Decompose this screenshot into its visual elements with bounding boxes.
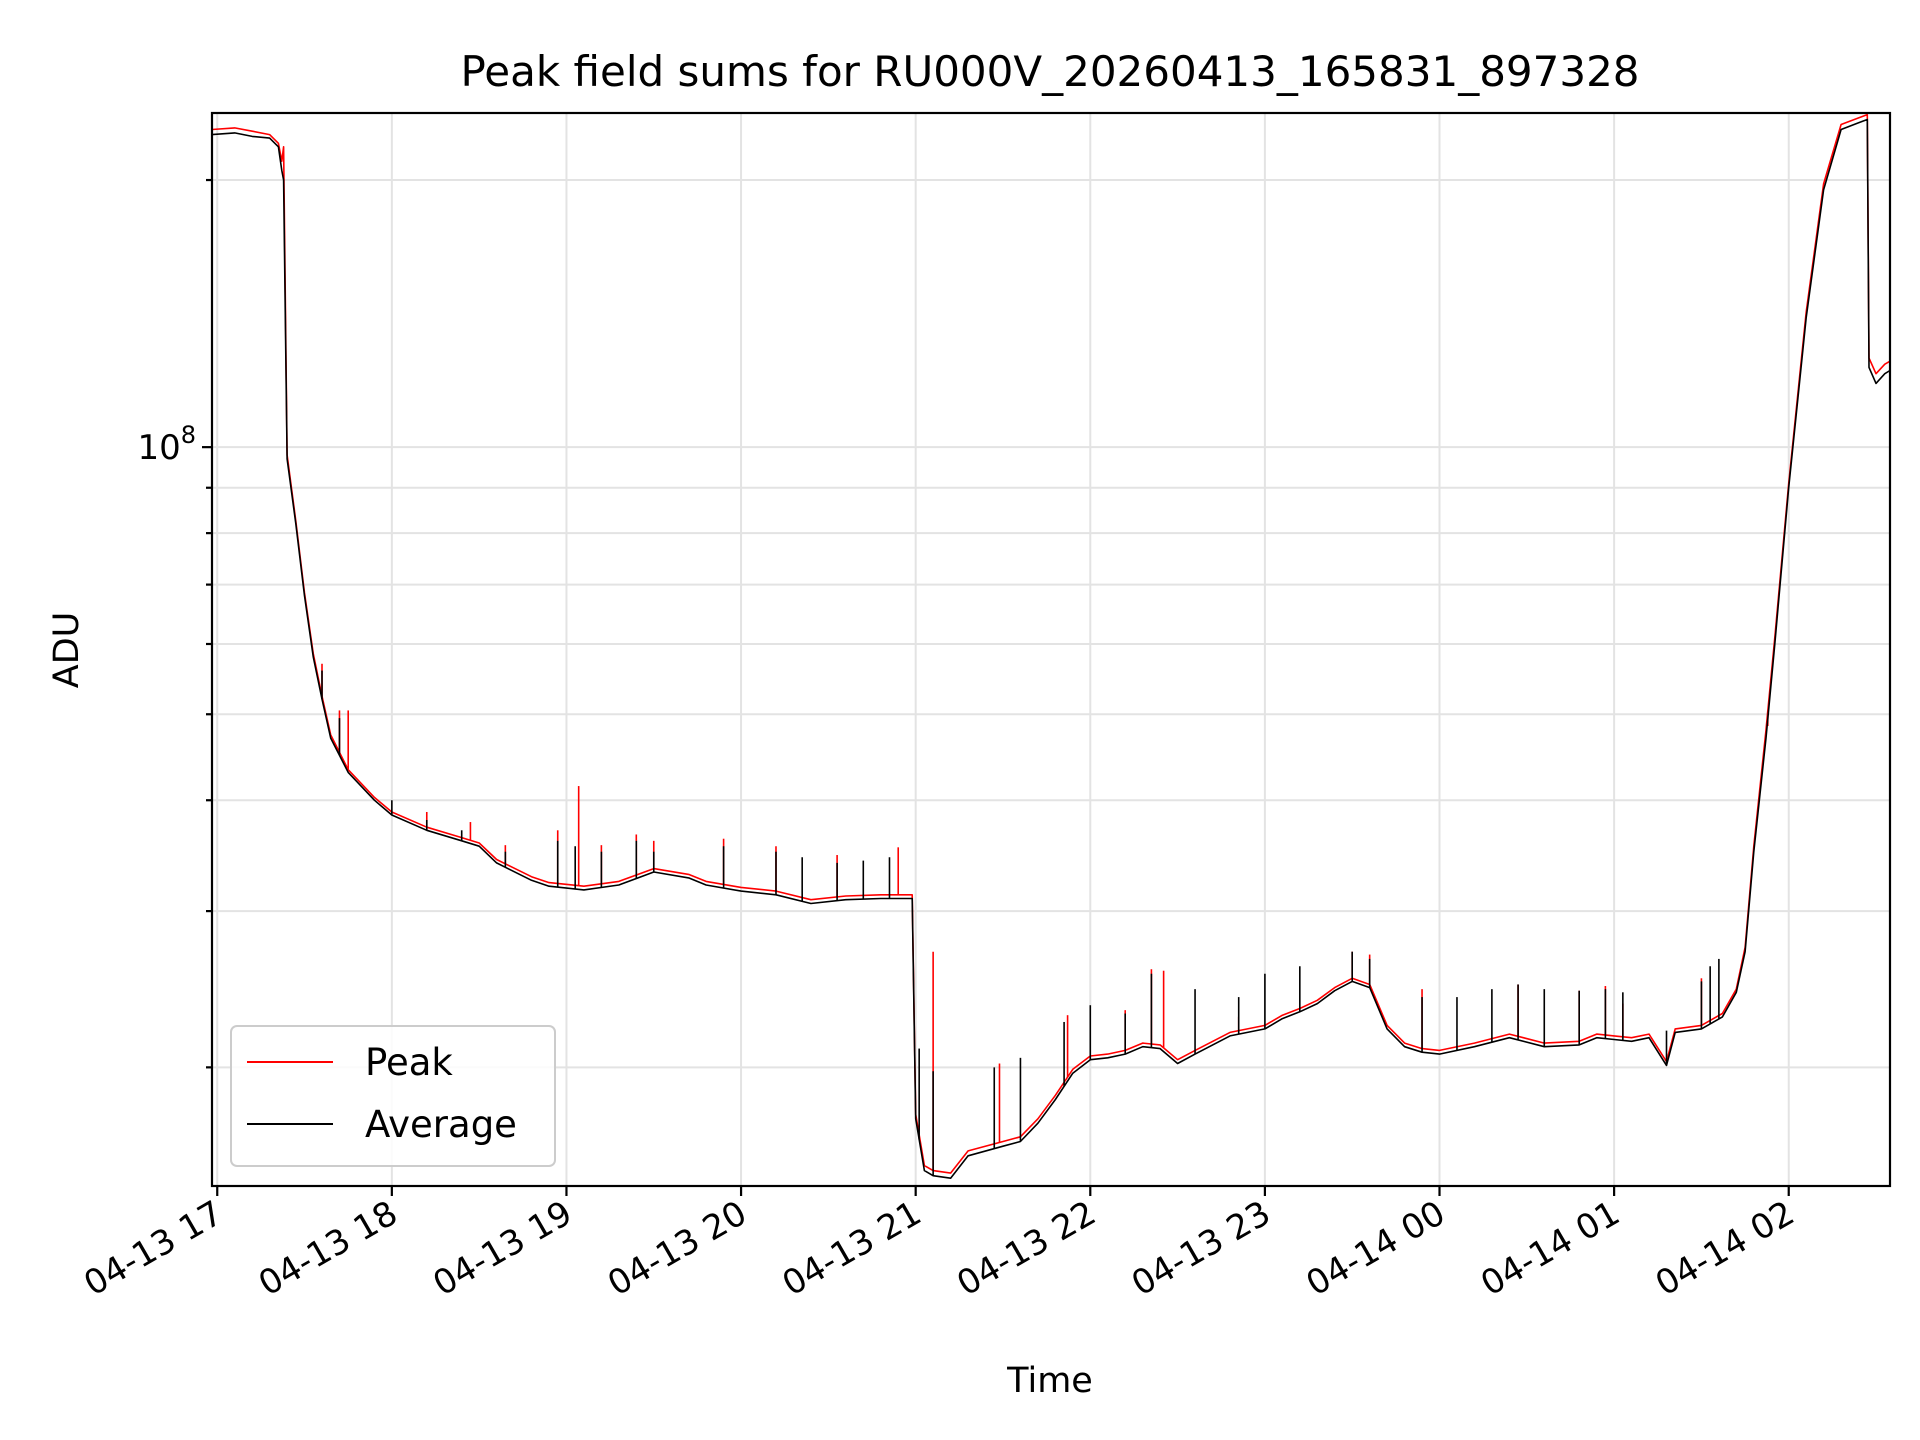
y-axis-label: ADU xyxy=(47,612,87,689)
chart-title: Peak field sums for RU000V_20260413_1658… xyxy=(460,47,1639,96)
legend-peak-label: Peak xyxy=(365,1041,453,1084)
x-axis-label: Time xyxy=(1006,1361,1093,1401)
series-peak-line xyxy=(211,113,1891,1174)
series-layer xyxy=(211,113,1891,1179)
legend: Peak Average xyxy=(230,1025,556,1167)
y-tick-label: 108 xyxy=(137,421,196,468)
series-average-line xyxy=(211,118,1891,1179)
legend-average-label: Average xyxy=(365,1103,517,1146)
plot-frame xyxy=(210,111,1892,1188)
